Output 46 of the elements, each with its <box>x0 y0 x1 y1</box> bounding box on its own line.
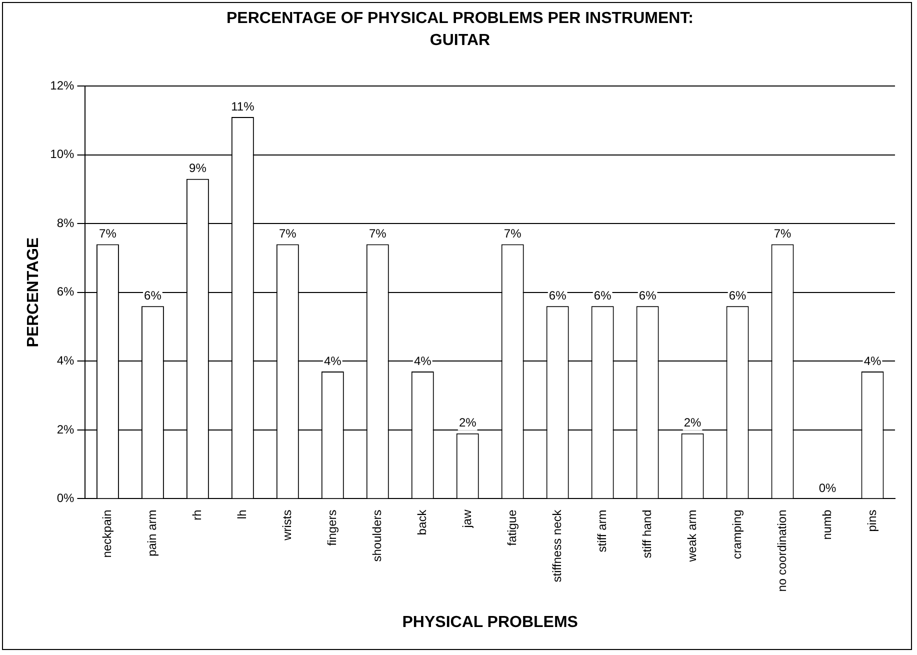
x-axis-title: PHYSICAL PROBLEMS <box>402 614 578 631</box>
x-tick-label: pins <box>864 510 879 532</box>
x-tick-label: wrists <box>280 510 294 542</box>
x-tick-label: weak arm <box>684 510 699 563</box>
x-tick-label: stiff hand <box>640 510 654 558</box>
x-tick-label: fingers <box>324 510 339 546</box>
y-tick-label: 10% <box>50 147 75 162</box>
y-tick-label: 4% <box>56 353 75 368</box>
data-label: 7% <box>774 226 792 241</box>
x-tick-label: stiffness neck <box>550 508 564 582</box>
x-tick-label: numb <box>820 509 834 540</box>
x-tick-label: stiff arm <box>594 510 609 552</box>
y-tick-label: 0% <box>56 491 75 506</box>
data-label: 7% <box>368 226 387 241</box>
x-tick-label: fatigue <box>504 509 519 546</box>
data-label: 9% <box>189 161 207 176</box>
x-tick-label: lh <box>234 510 249 520</box>
data-label: 0% <box>818 481 837 496</box>
data-label: 6% <box>548 288 567 302</box>
data-label: 4% <box>864 354 882 368</box>
data-label: 4% <box>324 354 342 368</box>
data-label: 2% <box>458 416 477 430</box>
x-tick-label: back <box>414 508 429 536</box>
x-tick-label: no coordination <box>774 510 789 592</box>
x-tick-label: jaw <box>460 509 474 529</box>
x-tick-label: neckpain <box>100 510 114 558</box>
data-label: 7% <box>504 226 522 241</box>
x-tick-label: pain arm <box>145 510 160 556</box>
data-label: 6% <box>728 288 747 302</box>
y-tick-label: 6% <box>56 284 75 299</box>
data-label: 6% <box>638 288 657 302</box>
x-tick-label: shoulders <box>370 510 384 562</box>
data-label: 2% <box>684 416 702 430</box>
x-tick-label: cramping <box>730 510 744 560</box>
y-tick-label: 2% <box>56 422 75 436</box>
data-label: 4% <box>414 354 432 368</box>
y-tick-label: 8% <box>56 216 75 230</box>
y-tick-label: 12% <box>50 78 75 92</box>
data-label: 11% <box>231 99 255 114</box>
data-label: 6% <box>144 288 162 302</box>
y-axis-title: PERCENTAGE <box>25 237 42 348</box>
x-tick-label: rh <box>190 510 204 520</box>
data-label: 6% <box>594 288 612 302</box>
chart-title: PERCENTAGE OF PHYSICAL PROBLEMS PER INSTRUMENT: GUITAR <box>226 9 694 51</box>
data-label: 7% <box>99 226 117 241</box>
data-label: 7% <box>278 226 297 241</box>
